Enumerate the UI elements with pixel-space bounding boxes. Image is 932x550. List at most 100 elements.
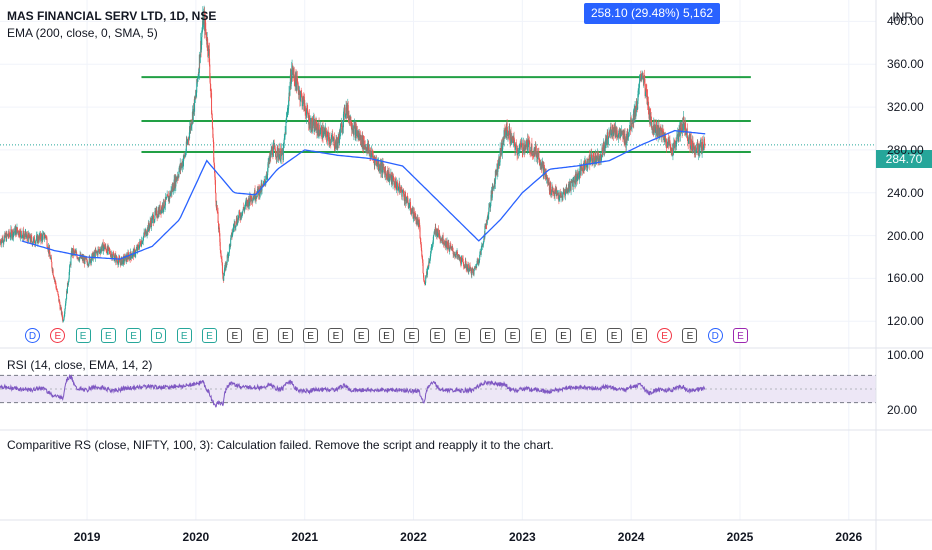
candle-body — [621, 130, 623, 132]
candle-body — [326, 136, 328, 141]
ema-indicator-label[interactable]: EMA (200, close, 0, SMA, 5) — [7, 26, 158, 40]
earnings-marker[interactable]: E — [480, 328, 496, 343]
earnings-marker[interactable]: E — [277, 328, 293, 343]
candle-body — [10, 229, 12, 232]
candle-body — [427, 267, 429, 269]
earnings-marker[interactable]: E — [581, 328, 597, 343]
price-tick-label: 280.00 — [887, 142, 924, 157]
candle-body — [90, 259, 92, 263]
candle-body — [409, 202, 411, 207]
candle-body — [406, 195, 408, 198]
candle-body — [477, 259, 479, 264]
currency-label[interactable]: INR — [892, 10, 913, 24]
earnings-marker[interactable]: E — [353, 328, 369, 343]
earnings-marker[interactable]: E — [606, 328, 622, 343]
symbol-title[interactable]: MAS FINANCIAL SERV LTD, 1D, NSE — [7, 9, 217, 23]
candle-body — [201, 37, 203, 50]
candle-body — [383, 169, 385, 171]
candle-body — [689, 133, 691, 148]
candle-body — [415, 216, 417, 225]
earnings-marker[interactable]: E — [126, 328, 142, 343]
candle-body — [452, 250, 454, 255]
candle-body — [177, 175, 179, 179]
candle-body — [201, 27, 203, 33]
candle-body — [474, 267, 476, 269]
candle-body — [372, 156, 374, 159]
candle-body — [26, 236, 28, 238]
candle-body — [307, 109, 309, 116]
earnings-marker[interactable]: E — [50, 328, 66, 343]
earnings-marker[interactable]: E — [404, 328, 420, 343]
candle-body — [644, 75, 646, 84]
rsi-tick-label: 20.00 — [887, 402, 918, 417]
earnings-marker[interactable]: E — [505, 328, 521, 343]
candle-body — [191, 124, 193, 129]
candle-body — [232, 228, 234, 229]
candle-body — [370, 155, 372, 159]
earnings-marker[interactable]: E — [227, 328, 243, 343]
candle-body — [635, 105, 637, 117]
earnings-marker[interactable]: E — [303, 328, 319, 343]
candle-body — [66, 290, 68, 300]
candle-body — [290, 74, 292, 87]
candle-body — [407, 203, 409, 208]
earnings-marker[interactable]: E — [530, 328, 546, 343]
earnings-marker[interactable]: E — [176, 328, 192, 343]
candle-body — [630, 117, 632, 129]
candle-body — [507, 130, 509, 137]
candle-body — [640, 74, 642, 78]
candle-body — [440, 238, 442, 241]
candle-body — [679, 124, 681, 136]
earnings-marker[interactable]: E — [100, 328, 116, 343]
earnings-marker[interactable]: E — [682, 328, 698, 343]
candle-body — [583, 163, 585, 170]
candle-body — [56, 289, 58, 292]
candle-body — [301, 93, 303, 96]
candle-body — [244, 206, 246, 208]
candle-body — [228, 252, 230, 259]
candle-body — [137, 244, 139, 246]
candle-body — [239, 213, 241, 218]
earnings-marker[interactable]: E — [202, 328, 217, 343]
candle-body — [312, 118, 314, 129]
dividend-marker[interactable]: D — [151, 328, 167, 343]
earnings-marker[interactable]: E — [657, 328, 673, 343]
earnings-marker[interactable]: E — [429, 328, 445, 343]
candle-body — [550, 193, 552, 195]
candle-body — [427, 266, 429, 269]
candle-body — [55, 285, 57, 289]
candle-body — [436, 234, 438, 237]
earnings-marker[interactable]: E — [556, 328, 571, 343]
candle-body — [387, 170, 389, 180]
candle-body — [611, 133, 613, 136]
earnings-marker[interactable]: E — [75, 328, 91, 343]
candle-body — [52, 269, 54, 276]
earnings-marker[interactable]: E — [252, 328, 268, 343]
dividend-marker[interactable]: D — [25, 328, 40, 343]
candle-body — [423, 277, 425, 282]
candle-body — [232, 228, 234, 234]
dividend-marker[interactable]: D — [707, 328, 723, 343]
rsi-indicator-label[interactable]: RSI (14, close, EMA, 14, 2) — [7, 358, 153, 372]
candle-body — [176, 178, 178, 180]
candle-body — [258, 187, 260, 197]
candle-body — [269, 156, 271, 161]
candle-body — [73, 250, 75, 255]
earnings-marker[interactable]: E — [733, 328, 748, 343]
earnings-marker[interactable]: E — [328, 328, 344, 343]
candle-body — [318, 123, 320, 130]
candle-body — [485, 223, 487, 227]
earnings-marker[interactable]: E — [631, 328, 647, 343]
earnings-marker[interactable]: E — [379, 328, 394, 343]
candle-body — [318, 129, 320, 136]
candle-body — [135, 249, 137, 251]
candle-body — [604, 138, 606, 149]
support-lines[interactable] — [0, 76, 876, 154]
candle-body — [581, 164, 583, 169]
earnings-marker[interactable]: E — [454, 328, 470, 343]
candle-body — [171, 187, 173, 194]
candle-body — [401, 191, 403, 197]
candle-body — [139, 241, 141, 243]
candle-body — [628, 136, 630, 138]
